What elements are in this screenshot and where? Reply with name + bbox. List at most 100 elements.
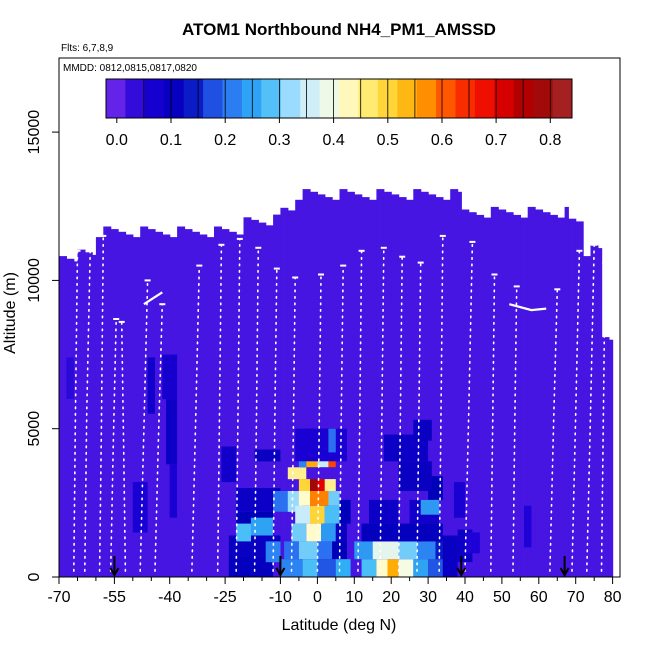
colorbar-tick-label: 0.3 bbox=[268, 132, 290, 149]
colorbar-tick-label: 0.1 bbox=[160, 132, 182, 149]
data-column bbox=[273, 214, 282, 577]
data-column bbox=[575, 221, 584, 577]
colorbar-bin bbox=[319, 79, 340, 118]
data-cell bbox=[254, 449, 281, 462]
data-column bbox=[420, 191, 429, 578]
colorbar-bin bbox=[300, 79, 321, 118]
data-cell bbox=[324, 479, 336, 491]
flight-track bbox=[253, 247, 260, 572]
arrow-head bbox=[109, 567, 120, 578]
x-tick-label: 50 bbox=[493, 589, 511, 606]
data-cell bbox=[398, 559, 414, 577]
x-tick-label: 20 bbox=[382, 589, 400, 606]
x-tick-label: 30 bbox=[419, 589, 437, 606]
data-column bbox=[583, 256, 592, 577]
data-column bbox=[184, 229, 193, 577]
colorbar-bin bbox=[203, 79, 223, 118]
data-column bbox=[442, 199, 451, 578]
data-column bbox=[428, 194, 437, 577]
data-column bbox=[476, 214, 485, 577]
data-column bbox=[199, 234, 208, 577]
data-cell bbox=[169, 464, 178, 518]
data-column bbox=[280, 207, 289, 578]
data-cell bbox=[66, 357, 74, 399]
data-cell bbox=[302, 559, 318, 577]
data-column bbox=[177, 226, 186, 577]
x-tick-label: 70 bbox=[567, 589, 585, 606]
data-cell bbox=[317, 559, 336, 577]
data-cell bbox=[372, 541, 399, 560]
data-column bbox=[250, 219, 259, 577]
data-column bbox=[228, 231, 237, 578]
data-column bbox=[564, 206, 569, 577]
colorbar-bin bbox=[397, 79, 418, 118]
data-column bbox=[339, 189, 348, 577]
colorbar-bin bbox=[455, 79, 476, 118]
flight-track bbox=[154, 303, 164, 572]
data-column bbox=[527, 206, 536, 577]
colorbar-bin bbox=[280, 79, 301, 118]
plot-frame bbox=[58, 57, 621, 578]
data-column bbox=[498, 209, 507, 577]
flight-track bbox=[357, 250, 363, 572]
data-column bbox=[206, 237, 215, 577]
data-cell bbox=[453, 482, 465, 518]
data-cell bbox=[298, 479, 310, 491]
data-column bbox=[601, 337, 610, 577]
data-column bbox=[302, 189, 311, 577]
data-cell bbox=[162, 354, 178, 400]
flight-track bbox=[600, 261, 607, 572]
data-column bbox=[310, 191, 318, 578]
arrow-head bbox=[275, 567, 286, 578]
data-cell bbox=[166, 399, 178, 465]
data-column bbox=[383, 191, 392, 578]
y-axis-label: Altitude (m) bbox=[2, 272, 19, 354]
data-column bbox=[125, 234, 134, 577]
x-tick-label: -25 bbox=[214, 589, 237, 606]
data-column bbox=[457, 191, 462, 578]
data-cell bbox=[465, 532, 480, 554]
data-column bbox=[597, 248, 603, 577]
data-column bbox=[73, 261, 79, 577]
y-tick-label: 10000 bbox=[26, 258, 43, 303]
data-cell bbox=[310, 479, 318, 491]
colorbar-bin bbox=[474, 79, 495, 118]
colorbar-bin bbox=[222, 79, 243, 118]
data-cell bbox=[524, 505, 532, 548]
data-column bbox=[361, 197, 370, 577]
colorbar-bin bbox=[125, 79, 146, 118]
data-column bbox=[317, 194, 326, 577]
x-tick-label: -10 bbox=[269, 589, 292, 606]
data-cell bbox=[280, 559, 303, 577]
flight-track bbox=[571, 250, 581, 572]
latitude-marker-arrow bbox=[109, 556, 120, 578]
y-tick-label: 0 bbox=[26, 572, 43, 581]
data-cell bbox=[306, 523, 322, 542]
data-column bbox=[450, 189, 459, 577]
data-cell bbox=[369, 499, 399, 524]
data-column bbox=[103, 226, 112, 577]
arrow-head bbox=[559, 567, 570, 578]
data-column bbox=[413, 189, 422, 577]
colorbar-tick-label: 0.7 bbox=[485, 132, 507, 149]
data-column bbox=[568, 218, 577, 577]
flight-track bbox=[191, 264, 201, 572]
flight-track bbox=[272, 267, 278, 572]
data-cell bbox=[324, 505, 340, 524]
data-column bbox=[391, 194, 400, 577]
data-cell bbox=[321, 523, 336, 542]
data-column bbox=[236, 234, 245, 577]
data-column bbox=[468, 212, 477, 577]
colorbar-bin bbox=[552, 79, 573, 118]
latitude-marker-arrow bbox=[275, 556, 286, 578]
data-cell bbox=[236, 523, 251, 542]
latitude-markers bbox=[109, 556, 570, 578]
data-column bbox=[84, 252, 93, 578]
data-cell bbox=[298, 541, 318, 560]
colorbar-tick-label: 0.8 bbox=[539, 132, 561, 149]
data-column bbox=[332, 199, 341, 578]
data-column bbox=[590, 245, 599, 577]
data-column bbox=[92, 254, 97, 577]
data-cell bbox=[273, 491, 292, 512]
